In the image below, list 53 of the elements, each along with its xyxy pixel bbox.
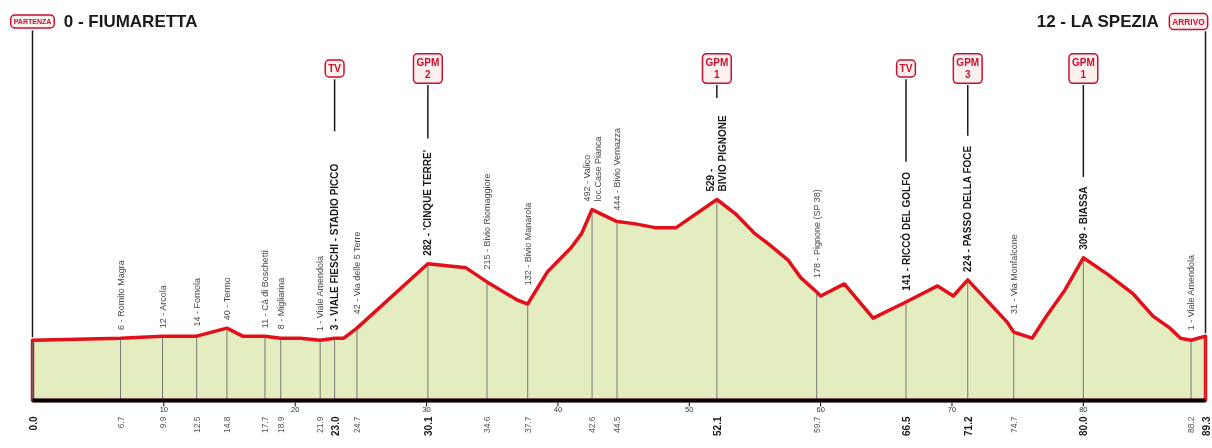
annotation: 1 - Viale Amendola [315,255,326,332]
annotation: 42 - Via delle 5 Terre [351,231,362,315]
ref-line-label: 74.7 [1008,416,1019,434]
ref-line-label: 34.6 [481,416,492,434]
annotation: 132 - Bivio Manarola [522,202,533,286]
ref-line-label: 6.7 [115,416,126,429]
annotation: 178 - Pignone (SP 38) [811,189,822,279]
ref-line-label: 9.9 [157,416,168,429]
annotation: 224 - PASSO DELLA FOCE [962,145,974,272]
ref-line-label: 71.2 [962,416,974,436]
annotation: 215 - Bivio Riomaggiore [481,173,492,270]
ref-line-label: 80.0 [1078,416,1090,436]
ref-line-label: 42.6 [587,416,598,434]
ref-line-label: GPM 1 [1071,56,1095,81]
annotation: 14 - Fornola [191,277,202,327]
ref-line-label: 30.1 [422,416,434,436]
annotation: 492 - Valico loc.Case Pianca [581,136,603,202]
ref-line-label: 37.7 [522,416,533,434]
ref-line-label: 52.1 [711,416,723,436]
annotation: 3 - VIALE FIESCHI - STADIO PICCO [329,163,341,331]
ref-line-label: 44.5 [612,416,623,434]
annotation: 31 - Via Monfalcone [1008,234,1019,315]
annotation: 444 - Bivio Vernazza [612,127,623,211]
annotation: 309 - BIASSA [1077,186,1089,250]
annotation: 12 - Arcola [157,285,168,329]
ref-line-label: TV [328,63,342,74]
ref-line-label: 17.7 [260,416,270,434]
ref-line-label: GPM 3 [956,56,980,81]
text: 0 - FIUMARETTA [63,12,198,31]
ref-line-label: 14.8 [221,416,232,434]
annotation: 282 - 'CINQUE TERRE' [422,149,434,256]
ref-line-label: 59.7 [811,416,822,434]
ref-line-label: 89.3 [1200,416,1212,436]
ref-line-label: 12.5 [191,416,202,434]
annotation: 8 - Migliarina [275,277,286,330]
ref-line-label: 23.0 [329,416,341,436]
ref-line-label: GPM 2 [416,56,440,81]
ref-line-label: 21.9 [315,416,326,434]
ref-line-label: 18.9 [275,416,286,434]
annotation: 1 - Viale Amendola [1186,254,1197,331]
text: 12 - LA SPEZIA [1036,12,1159,31]
annotation: 141 - RICCÒ DEL GOLFO [899,171,912,291]
annotation: 529 - BIVIO PIGNONE [705,115,729,192]
ref-line-label: GPM 1 [705,56,729,81]
ref-line-label: ARRIVO [1172,16,1206,27]
annotation: 40 - Termo [221,277,232,321]
annotation: 6 - Romito Magra [115,260,126,330]
ref-line-label: 0.0 [27,416,39,431]
ref-line-label: TV [899,63,913,74]
ref-line-label: 24.7 [351,416,362,434]
ref-line-label: 66.5 [901,416,913,436]
annotation: 11 - Cà di Boschetti [260,250,270,329]
ref-line-label: 88.2 [1186,416,1197,434]
